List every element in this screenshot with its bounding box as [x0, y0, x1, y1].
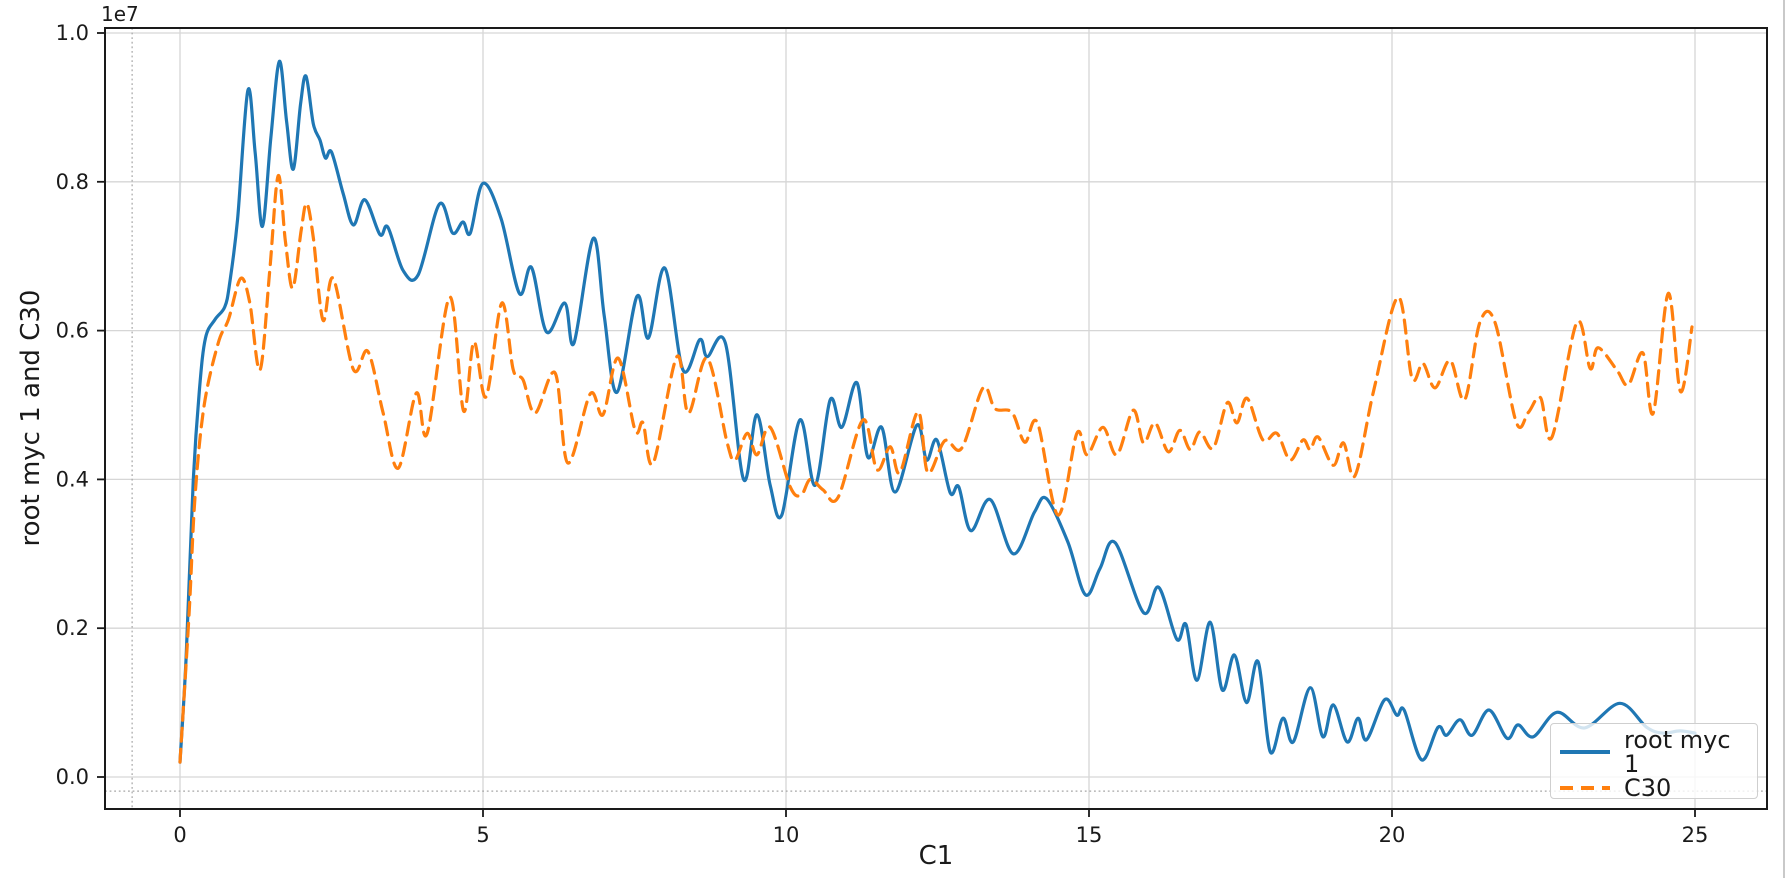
- y-tick-label: 1.0: [56, 21, 89, 45]
- x-tick-label: 0: [173, 823, 186, 847]
- axes-spines: [104, 27, 1768, 810]
- x-tick-label: 25: [1682, 823, 1709, 847]
- series-lines: [178, 59, 1697, 764]
- y-tick-label: 0.2: [56, 616, 89, 640]
- y-tick-label: 0.8: [56, 170, 89, 194]
- y-tick-label: 0.0: [56, 765, 89, 789]
- x-tick-label: 10: [773, 823, 800, 847]
- gridlines: [105, 28, 1767, 809]
- y-tick-label: 0.6: [56, 319, 89, 343]
- legend-item-root-myc-1: root myc 1: [1560, 728, 1747, 776]
- y-axis-label: root myc 1 and C30: [16, 289, 46, 547]
- legend-label: root myc 1: [1624, 726, 1731, 778]
- legend: root myc 1 C30: [1550, 723, 1758, 800]
- axis-ticks: 0 5 10 15 20 25 0.0 0.2 0.4 0.6 0.8 1.0: [56, 21, 1709, 847]
- series-line-c30: [178, 174, 1694, 764]
- x-tick-label: 5: [476, 823, 489, 847]
- legend-label: C30: [1624, 774, 1672, 802]
- legend-line-sample-dashed-icon: [1560, 786, 1610, 790]
- reference-lines: [105, 28, 1767, 809]
- x-tick-label: 20: [1379, 823, 1406, 847]
- series-line-root-myc-1: [178, 59, 1697, 764]
- window-right-edge: [1783, 0, 1785, 878]
- y-axis-offset-label: 1e7: [101, 2, 139, 26]
- x-tick-label: 15: [1076, 823, 1103, 847]
- y-tick-label: 0.4: [56, 467, 89, 491]
- x-axis-label: C1: [918, 841, 954, 871]
- legend-item-c30: C30: [1560, 776, 1747, 800]
- legend-line-sample-solid-icon: [1560, 750, 1610, 754]
